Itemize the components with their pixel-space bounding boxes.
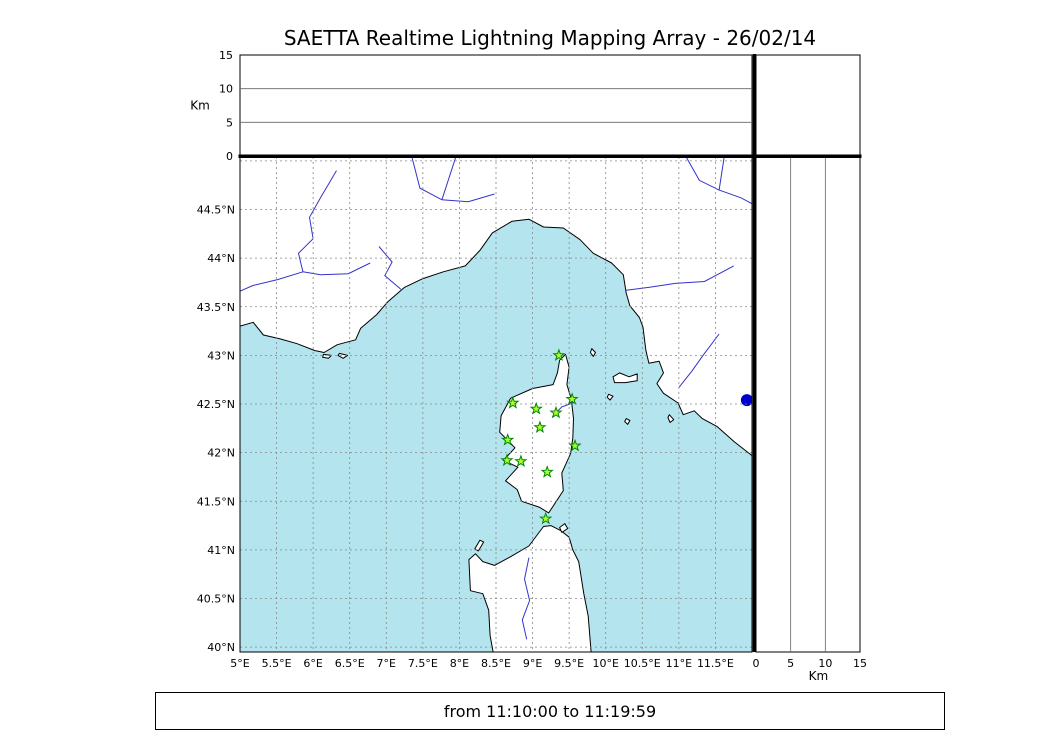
river	[302, 262, 371, 276]
lon-tick-label: 11°E	[666, 657, 692, 670]
lon-tick-label: 10.5°E	[624, 657, 661, 670]
right-altitude-tick-label: 5	[787, 657, 794, 670]
station-marker	[540, 465, 554, 478]
right-altitude-tick-label: 0	[753, 657, 760, 670]
lat-tick-label: 42.5°N	[197, 398, 235, 411]
lon-tick-label: 8°E	[450, 657, 469, 670]
island	[589, 348, 596, 357]
lon-tick-label: 5.5°E	[262, 657, 292, 670]
station-marker	[500, 453, 514, 467]
river	[521, 557, 531, 640]
lon-tick-label: 9.5°E	[554, 657, 584, 670]
island	[559, 523, 569, 533]
lon-tick-label: 6°E	[303, 657, 322, 670]
lon-tick-label: 6.5°E	[335, 657, 365, 670]
lat-tick-label: 43.5°N	[197, 301, 235, 314]
time-range-bar: from 11:10:00 to 11:19:59	[155, 692, 945, 730]
island	[624, 418, 631, 425]
station-marker	[501, 432, 515, 446]
lat-tick-label: 44.5°N	[197, 204, 235, 217]
station-marker	[549, 405, 563, 419]
river	[240, 170, 337, 292]
altitude-axis-label-top: Km	[190, 99, 210, 113]
chart-title: SAETTA Realtime Lightning Mapping Array …	[283, 26, 817, 50]
island	[322, 353, 332, 359]
right-altitude-tick-label: 15	[853, 657, 867, 670]
island	[337, 352, 348, 359]
corner-panel	[755, 54, 861, 157]
lon-tick-label: 11.5°E	[697, 657, 734, 670]
river	[378, 246, 402, 290]
river	[626, 265, 734, 291]
lon-tick-label: 10°E	[592, 657, 618, 670]
top-altitude-tick-label: 10	[219, 83, 233, 96]
lightning-map-plot: 44.5°N 44°N 43.5°N 43°N 42.5°N 42°N 41.5°N 41°N…	[190, 49, 867, 683]
lon-tick-label: 7°E	[377, 657, 396, 670]
top-altitude-tick-label: 0	[226, 150, 233, 163]
top-altitude-tick-label: 5	[226, 116, 233, 129]
island	[612, 372, 638, 384]
right-altitude-tick-label: 10	[818, 657, 832, 670]
station-marker	[529, 401, 543, 415]
top-altitude-panel	[239, 54, 753, 157]
lat-tick-label: 43°N	[207, 349, 235, 362]
island	[474, 539, 485, 552]
lon-tick-label: 8.5°E	[481, 657, 511, 670]
lat-tick-label: 41.5°N	[197, 495, 235, 508]
time-range-text: from 11:10:00 to 11:19:59	[443, 701, 657, 721]
lon-tick-label: 7.5°E	[408, 657, 438, 670]
river	[441, 157, 457, 200]
lat-tick-label: 41°N	[207, 544, 235, 557]
mainland-coastline	[240, 157, 752, 457]
lake-bolsena-marker	[740, 394, 752, 407]
river	[718, 157, 725, 191]
top-altitude-tick-label: 15	[219, 49, 233, 62]
island	[667, 414, 675, 423]
lat-tick-label: 44°N	[207, 252, 235, 265]
map-area	[240, 157, 752, 652]
lon-tick-label: 5°E	[230, 657, 249, 670]
sardinia-coastline	[468, 525, 592, 652]
station-marker	[533, 420, 547, 434]
lat-tick-label: 40°N	[207, 641, 235, 654]
station-marker	[552, 348, 566, 362]
lat-tick-label: 40.5°N	[197, 593, 235, 606]
station-marker	[565, 392, 579, 405]
station-marker	[539, 511, 553, 525]
island	[606, 393, 614, 401]
river	[678, 333, 720, 388]
lon-tick-label: 9°E	[523, 657, 542, 670]
station-marker	[568, 438, 582, 452]
station-marker	[506, 395, 520, 409]
right-altitude-panel	[755, 156, 861, 653]
station-marker	[514, 454, 528, 468]
altitude-axis-label-right: Km	[809, 669, 829, 683]
lat-tick-label: 42°N	[207, 447, 235, 460]
